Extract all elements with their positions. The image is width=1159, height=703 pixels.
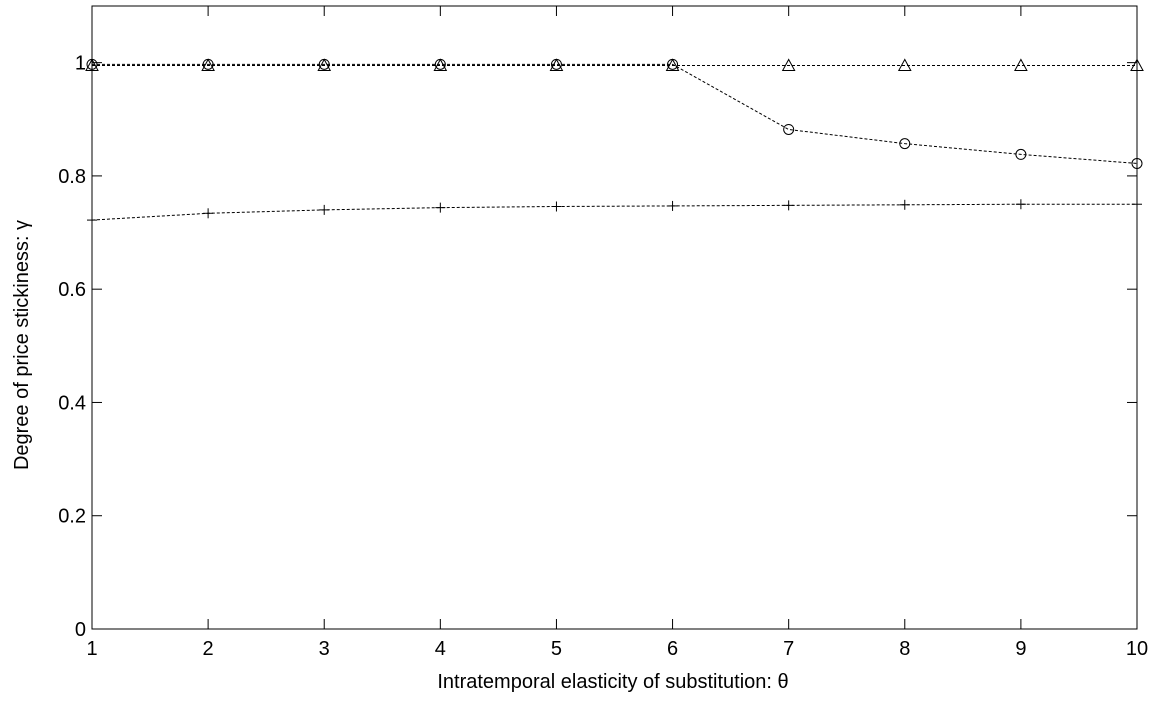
data-point (897, 58, 912, 71)
data-point (201, 58, 215, 71)
series-triangle (85, 58, 1144, 71)
x-tick-label: 3 (319, 638, 330, 660)
series-layer (85, 58, 1144, 226)
data-point (317, 58, 332, 71)
x-tick-label: 2 (203, 638, 214, 660)
x-tick-label: 4 (435, 638, 446, 660)
data-point (87, 215, 97, 226)
x-tick-label: 9 (1015, 638, 1026, 660)
data-point (1015, 148, 1027, 160)
y-tick-label: 0.6 (58, 279, 86, 301)
data-point (549, 58, 564, 71)
data-point (899, 138, 911, 150)
data-point (435, 202, 446, 213)
data-point (1131, 157, 1143, 169)
data-point (667, 200, 678, 211)
data-point (899, 199, 910, 210)
plot-area (91, 5, 1138, 630)
data-point (433, 58, 448, 71)
y-tick-label: 0.2 (58, 506, 86, 528)
y-axis: 0 0.2 0.4 0.6 0.8 1 (58, 53, 1137, 641)
x-tick-label: 10 (1126, 638, 1148, 660)
series-line (91, 203, 1137, 221)
x-tick-label: 5 (551, 638, 562, 660)
plot-frame (91, 5, 1138, 630)
data-point (1014, 58, 1028, 71)
data-point (203, 208, 214, 219)
series-plus (87, 199, 1142, 226)
x-axis: 1 2 3 4 5 6 7 8 9 10 (86, 6, 1148, 660)
y-tick-label: 0 (75, 619, 86, 641)
y-tick-label: 0.4 (58, 392, 86, 414)
x-tick-label: 7 (783, 638, 794, 660)
data-point (1015, 199, 1026, 210)
y-axis-label: Degree of price stickiness: γ (11, 220, 33, 470)
series-line (92, 63, 1138, 164)
data-point (783, 200, 794, 211)
data-point (665, 58, 680, 71)
data-point (781, 58, 796, 71)
data-point (1130, 58, 1144, 71)
x-tick-label: 1 (86, 638, 97, 660)
x-tick-label: 8 (899, 638, 910, 660)
x-tick-label: 6 (667, 638, 678, 660)
y-tick-label: 0.8 (58, 166, 86, 188)
data-point (85, 58, 99, 71)
data-point (1132, 199, 1142, 210)
data-point (319, 204, 330, 215)
data-point (783, 123, 795, 135)
series-circle (86, 58, 1143, 169)
y-tick-label: 1 (75, 53, 86, 75)
x-axis-label: Intratemporal elasticity of substitution… (437, 671, 788, 693)
data-point (551, 201, 562, 212)
